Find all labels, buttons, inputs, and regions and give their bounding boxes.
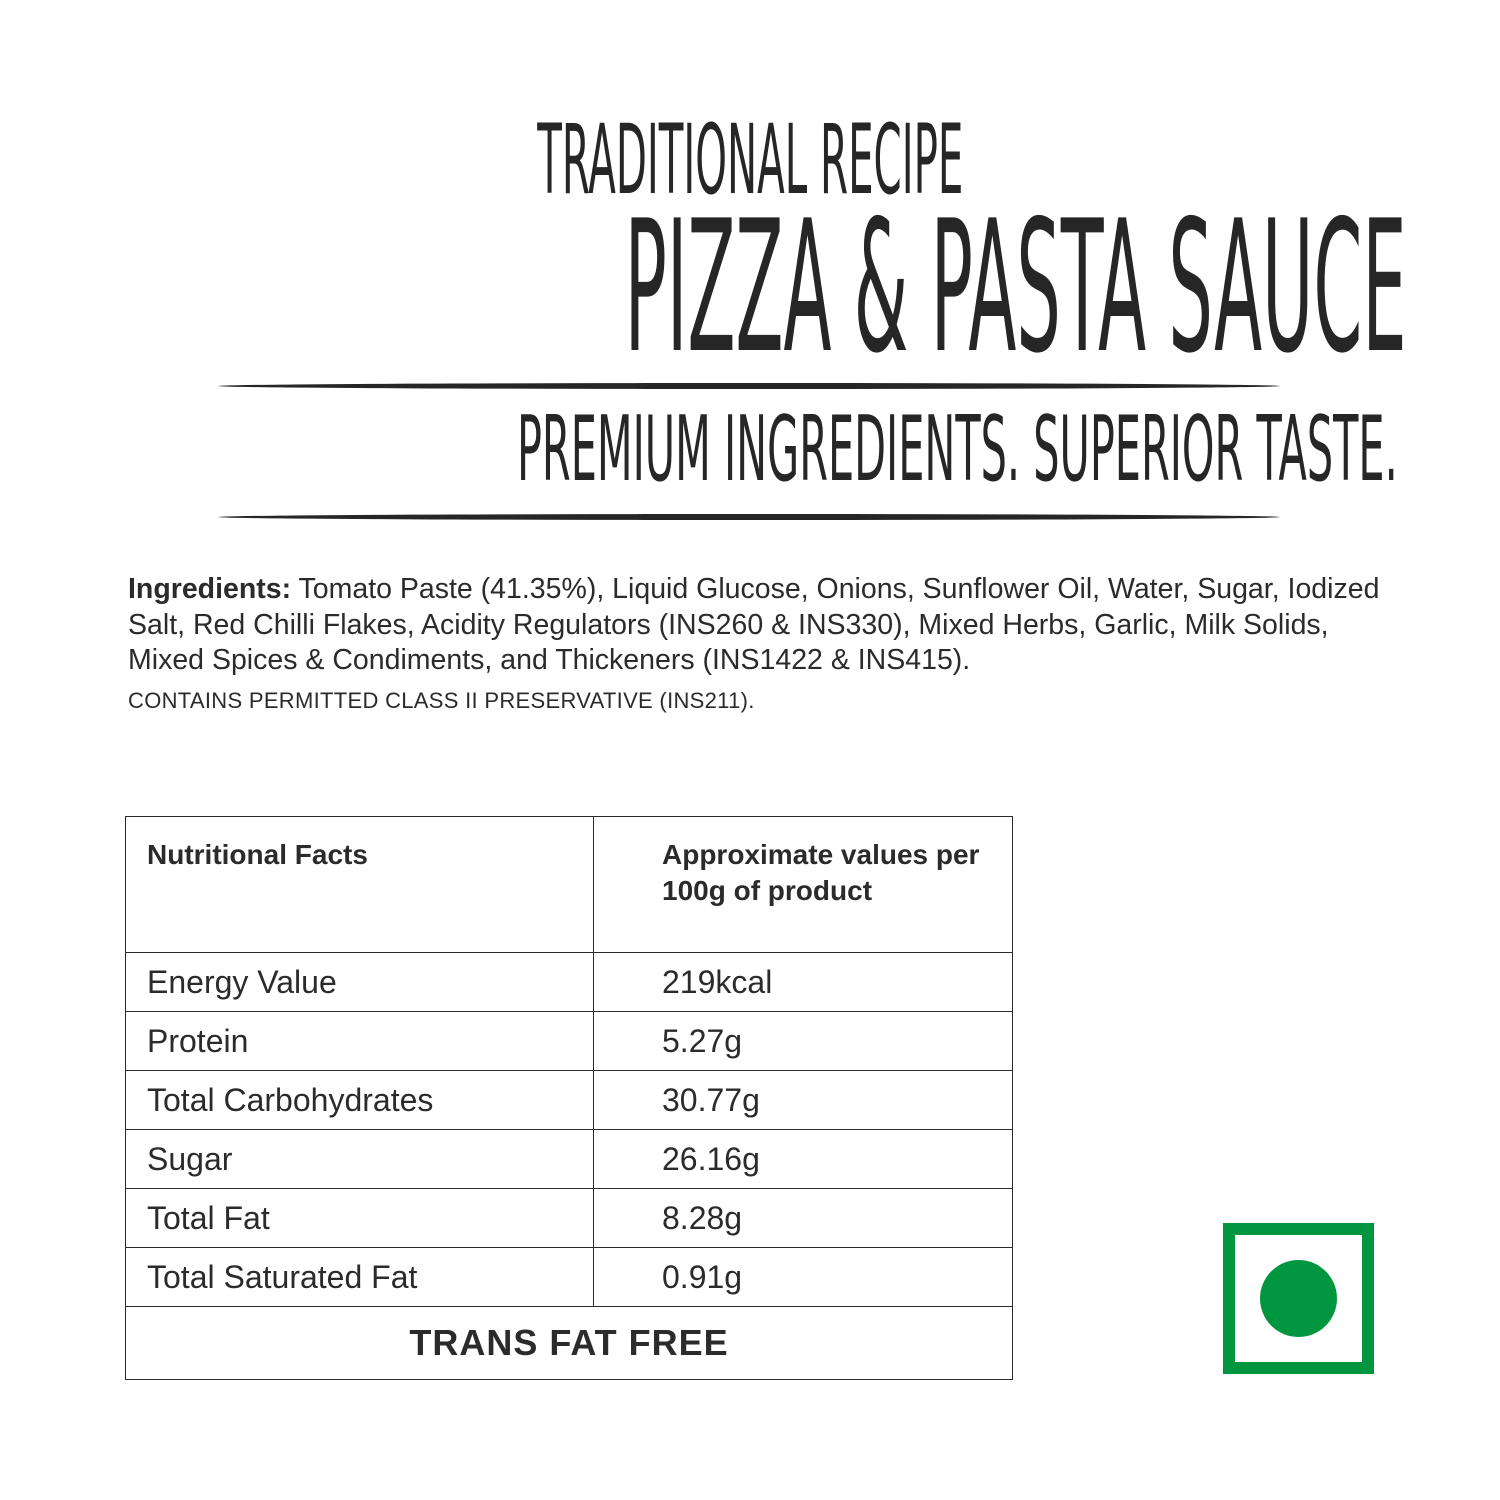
nutrient-name: Sugar	[125, 1129, 594, 1189]
nutrient-value: 30.77g	[593, 1070, 1013, 1130]
table-row: Total Saturated Fat 0.91g	[125, 1247, 1013, 1307]
table-row: Total Fat 8.28g	[125, 1188, 1013, 1248]
nutrient-name: Protein	[125, 1011, 594, 1071]
product-title-text: PIZZA & PASTA SAUCE	[624, 181, 1407, 393]
divider-bottom	[218, 514, 1280, 520]
nutrient-name: Total Saturated Fat	[125, 1247, 594, 1307]
table-header: Nutritional Facts Approximate values per…	[125, 816, 1013, 953]
nutrient-name: Energy Value	[125, 952, 594, 1012]
table-row: Protein 5.27g	[125, 1011, 1013, 1071]
header-nutritional-facts: Nutritional Facts	[125, 816, 594, 953]
divider-top	[218, 383, 1280, 389]
subtitle: TRADITIONAL RECIPE	[0, 112, 1500, 208]
table-row: Sugar 26.16g	[125, 1129, 1013, 1189]
nutrition-table: Nutritional Facts Approximate values per…	[125, 816, 1013, 1380]
subtitle-text: TRADITIONAL RECIPE	[536, 104, 964, 216]
nutrient-value: 5.27g	[593, 1011, 1013, 1071]
preservative-note: CONTAINS PERMITTED CLASS II PRESERVATIVE…	[128, 688, 755, 713]
nutrient-value: 26.16g	[593, 1129, 1013, 1189]
nutrient-name: Total Carbohydrates	[125, 1070, 594, 1130]
nutrient-name: Total Fat	[125, 1188, 594, 1248]
nutrient-value: 8.28g	[593, 1188, 1013, 1248]
ingredients-text: Tomato Paste (41.35%), Liquid Glucose, O…	[128, 573, 1380, 676]
tagline-text: PREMIUM INGREDIENTS. SUPERIOR TASTE.	[516, 397, 1398, 502]
product-title: PIZZA & PASTA SAUCE	[0, 196, 1500, 378]
vegetarian-mark-icon	[1223, 1223, 1374, 1374]
ingredients-label: Ingredients:	[128, 573, 292, 605]
header-values-text: Approximate values per 100g of product	[662, 839, 980, 906]
vegetarian-dot	[1260, 1260, 1337, 1337]
ingredients: Ingredients: Tomato Paste (41.35%), Liqu…	[128, 572, 1388, 679]
table-row: Total Carbohydrates 30.77g	[125, 1070, 1013, 1130]
nutrient-value: 219kcal	[593, 952, 1013, 1012]
table-row: Energy Value 219kcal	[125, 952, 1013, 1012]
trans-fat-free: TRANS FAT FREE	[125, 1306, 1013, 1380]
header-values: Approximate values per 100g of product	[593, 816, 1013, 953]
nutrient-value: 0.91g	[593, 1247, 1013, 1307]
tagline: PREMIUM INGREDIENTS. SUPERIOR TASTE.	[0, 405, 1500, 495]
table-footer: TRANS FAT FREE	[125, 1306, 1013, 1380]
